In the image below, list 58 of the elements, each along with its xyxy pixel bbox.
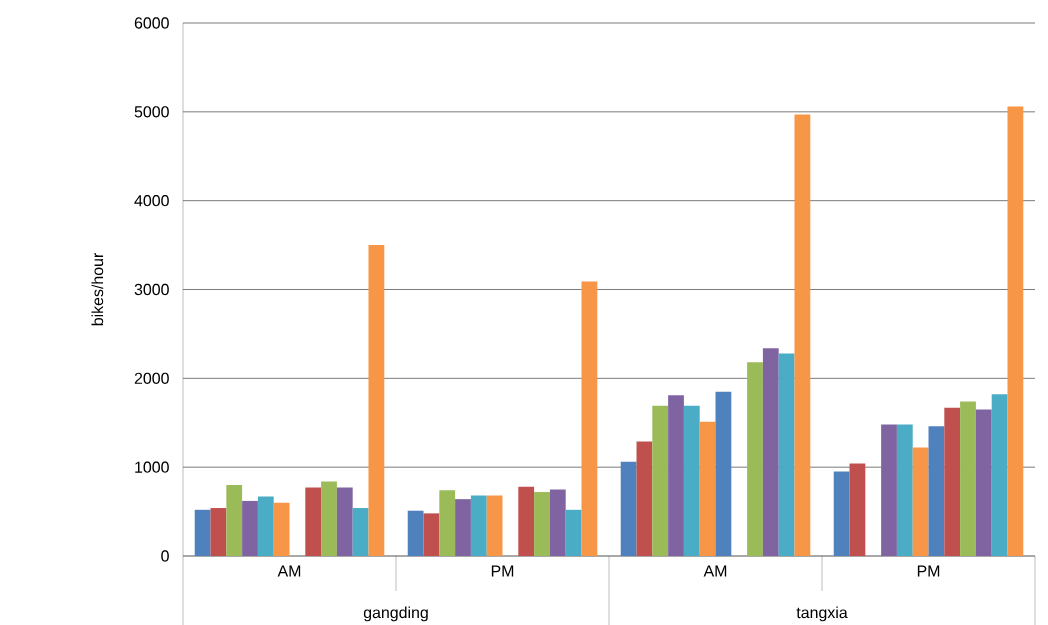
bar <box>407 510 424 556</box>
bar <box>470 495 487 556</box>
bar <box>581 281 598 556</box>
y-tick-label: 5000 <box>134 106 169 118</box>
bar <box>912 447 929 556</box>
bar <box>620 461 637 556</box>
bar <box>833 471 850 556</box>
y-tick-label: 2000 <box>134 372 169 384</box>
bar <box>794 114 811 556</box>
bar <box>991 394 1008 556</box>
bar <box>549 489 566 556</box>
bar <box>762 348 779 556</box>
text: gangding <box>363 606 428 622</box>
bar <box>565 509 582 556</box>
bar <box>849 463 866 556</box>
x-tick-label: AM <box>703 565 727 577</box>
bar <box>368 245 385 556</box>
bar <box>352 508 369 556</box>
y-tick-label: 6000 <box>134 17 169 29</box>
bar <box>652 405 669 556</box>
bar <box>778 353 795 556</box>
bar <box>455 499 471 556</box>
x-tick-label: AM <box>277 565 301 577</box>
bar <box>715 391 732 556</box>
y-tick-label: 4000 <box>134 195 169 207</box>
bar <box>486 495 503 556</box>
text: tangxia <box>796 606 848 622</box>
bar <box>423 513 440 556</box>
bar <box>242 500 258 556</box>
bar <box>336 487 353 556</box>
bar <box>928 426 945 556</box>
bar <box>881 424 897 556</box>
bar <box>439 490 456 556</box>
bar <box>668 395 684 556</box>
bar <box>699 421 716 556</box>
bar <box>226 484 243 556</box>
bar <box>321 481 337 556</box>
x-tick-label: PM <box>917 565 940 577</box>
bar <box>747 362 763 556</box>
bar <box>273 502 290 556</box>
bar <box>257 496 274 556</box>
x-tick-label: PM <box>491 565 514 577</box>
bar <box>1007 106 1024 556</box>
bar <box>534 492 550 556</box>
y-axis-title: bikes/hour <box>91 253 104 326</box>
bar <box>960 401 976 556</box>
bar <box>636 441 653 556</box>
y-tick-label: 0 <box>161 550 169 562</box>
bar <box>683 405 700 556</box>
bar <box>518 486 535 556</box>
bar <box>975 409 992 556</box>
bar <box>210 508 227 556</box>
bar <box>944 407 961 556</box>
bar <box>896 424 913 556</box>
bar <box>305 487 322 556</box>
bar <box>194 509 211 556</box>
y-tick-label: 3000 <box>134 283 169 296</box>
y-tick-label: 1000 <box>135 461 169 473</box>
